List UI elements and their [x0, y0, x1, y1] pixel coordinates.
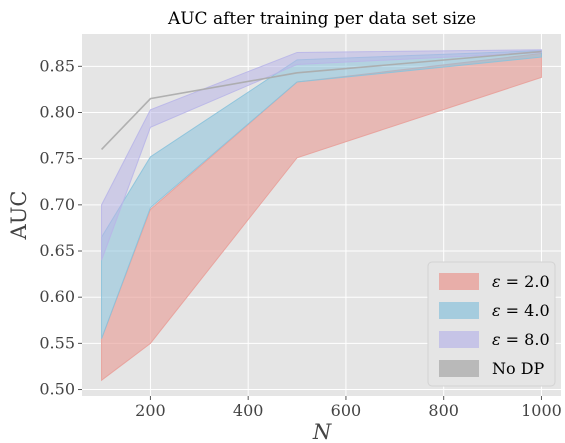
- legend-label-3: No DP: [492, 359, 545, 378]
- chart-title: AUC after training per data set size: [167, 9, 476, 29]
- x-tick-label-1: 400: [233, 401, 264, 420]
- x-tick-label-3: 800: [428, 401, 459, 420]
- x-axis-label: N: [312, 420, 332, 443]
- legend-label-1: ε = 4.0: [492, 301, 550, 320]
- y-tick-label-5: 0.75: [39, 149, 75, 168]
- x-tick-label-2: 600: [331, 401, 362, 420]
- y-axis-label: AUC: [7, 191, 31, 241]
- y-tick-label-4: 0.70: [39, 195, 75, 214]
- legend: ε = 2.0 ε = 4.0 ε = 8.0 No DP: [427, 261, 556, 387]
- series-band-0: [101, 52, 542, 382]
- y-tick-label-1: 0.55: [39, 333, 75, 352]
- series-layer: [100, 49, 542, 382]
- y-tick-label-2: 0.60: [39, 287, 75, 306]
- x-tick-label-4: 1000: [521, 401, 562, 420]
- series-line-3: [100, 50, 542, 150]
- y-tick-label-7: 0.85: [39, 56, 75, 75]
- legend-swatch-0: [439, 273, 479, 290]
- legend-label-0: ε = 2.0: [492, 272, 550, 291]
- legend-label-2: ε = 8.0: [492, 330, 550, 349]
- legend-swatch-2: [439, 331, 479, 348]
- x-ticks: 200 400 600 800 1000: [135, 396, 562, 420]
- legend-frame: [427, 261, 556, 387]
- y-tick-label-3: 0.65: [39, 241, 75, 260]
- x-tick-label-0: 200: [135, 401, 166, 420]
- legend-swatch-1: [439, 302, 479, 319]
- legend-swatch-3: [439, 360, 479, 377]
- y-tick-label-6: 0.80: [39, 102, 75, 121]
- series-band-1: [101, 50, 542, 339]
- y-ticks: 0.50 0.55 0.60 0.65 0.70 0.75 0.80 0.85: [39, 56, 82, 399]
- y-tick-label-0: 0.50: [39, 380, 75, 399]
